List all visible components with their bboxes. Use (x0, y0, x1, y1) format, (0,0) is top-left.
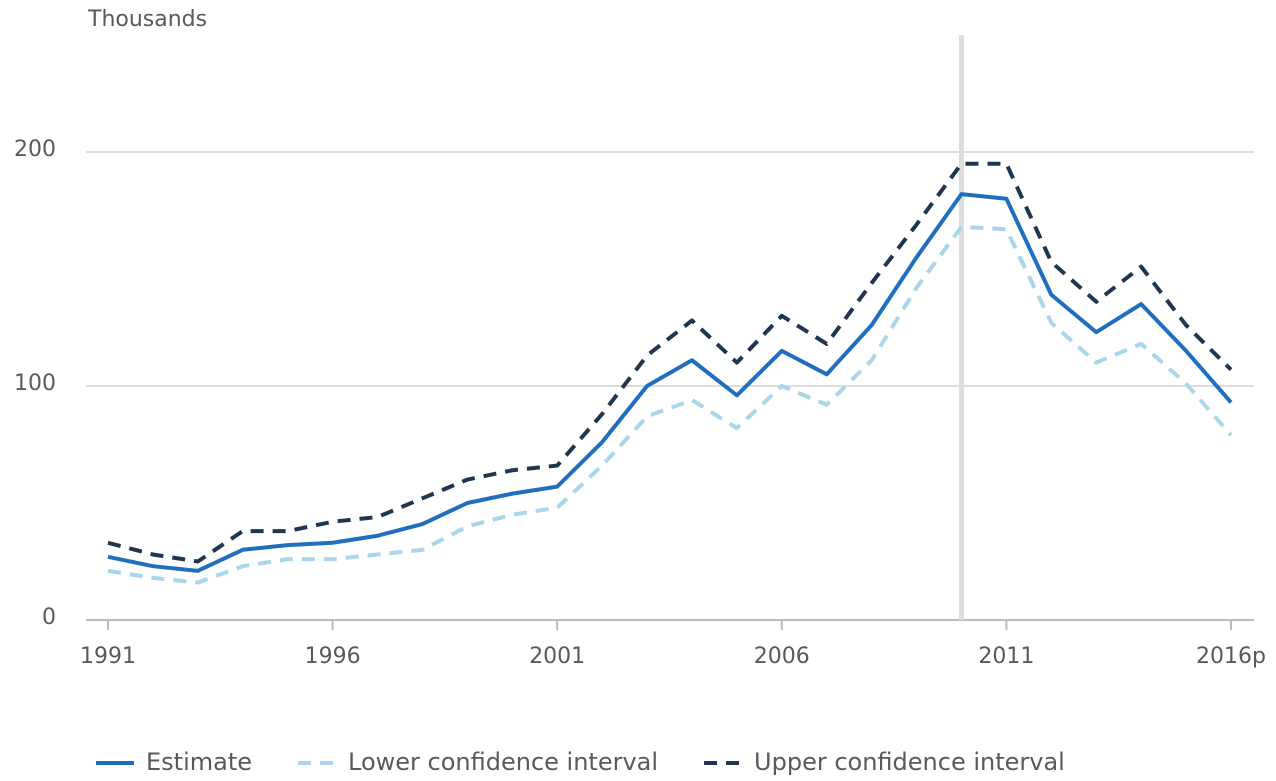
y-axis-label: Thousands (87, 7, 207, 32)
x-tick-label: 1996 (305, 644, 361, 669)
series-line (107, 161, 1233, 564)
x-tick-label: 2016p (1196, 644, 1266, 669)
series-line (107, 192, 1233, 573)
y-tick-label: 200 (14, 137, 56, 162)
series-line (107, 224, 1233, 585)
y-tick-label: 0 (42, 605, 56, 630)
y-tick-label: 100 (14, 371, 56, 396)
x-tick-label: 1991 (80, 644, 136, 669)
legend-label: Upper confidence interval (754, 748, 1065, 776)
x-tick-label: 2001 (529, 644, 585, 669)
x-tick-label: 2006 (754, 644, 810, 669)
legend-label: Estimate (146, 748, 252, 776)
x-tick-label: 2011 (978, 644, 1034, 669)
legend-label: Lower confidence interval (348, 748, 658, 776)
